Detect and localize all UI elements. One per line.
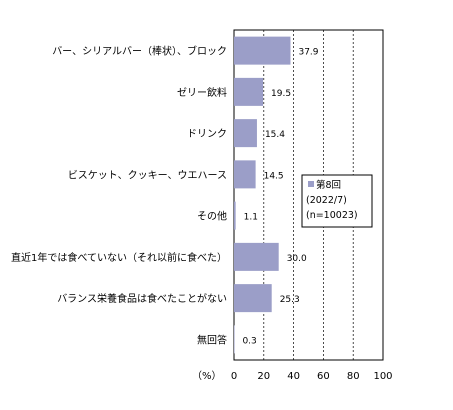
bar-7 [234,325,235,354]
category-label-1: ゼリー飲料 [177,86,227,99]
category-label-4: その他 [197,210,227,223]
value-label-5: 30.0 [287,254,307,264]
value-label-1: 19.5 [271,89,291,99]
bar-0 [234,36,291,65]
category-label-3: ビスケット、クッキー、ウエハース [68,169,227,181]
x-tick-80: 80 [347,371,360,382]
value-labels: 37.9 19.5 15.4 14.5 1.1 30.0 25.3 0.3 [242,48,318,347]
category-label-0: バー、シリアルバー（棒状）、ブロック [52,45,227,58]
category-label-5: 直近1年では食べていない（それ以前に食べた） [11,251,227,264]
value-label-2: 15.4 [265,130,285,140]
x-tick-20: 20 [257,371,270,382]
legend: 第8回 (2022/7) (n=10023) [301,174,373,228]
x-axis-label: （%） [192,370,222,382]
x-tick-100: 100 [373,371,392,382]
legend-line-1: 第8回 [316,179,341,191]
bar-5 [234,242,279,271]
value-label-4: 1.1 [244,213,258,223]
legend-line-3: (n=10023) [306,210,358,221]
x-tick-60: 60 [317,371,330,382]
x-tick-0: 0 [231,371,237,382]
category-labels: バー、シリアルバー（棒状）、ブロックゼリー飲料ドリンクビスケット、クッキー、ウエ… [11,45,227,347]
bars [234,36,291,354]
bar-1 [234,77,264,106]
category-label-2: ドリンク [187,128,227,140]
legend-swatch [308,181,314,187]
value-label-0: 37.9 [298,48,318,58]
x-tick-labels: 0 20 40 60 80 100 [231,371,393,382]
value-label-3: 14.5 [264,171,284,181]
bar-4 [234,201,236,230]
value-label-6: 25.3 [280,295,300,305]
category-label-6: バランス栄養食品は食べたことがない [57,292,227,305]
value-label-7: 0.3 [242,336,256,346]
bar-3 [234,160,256,189]
x-tick-40: 40 [287,371,300,382]
bar-6 [234,284,272,313]
category-label-7: 無回答 [197,333,227,346]
bar-2 [234,119,257,148]
legend-line-2: (2022/7) [306,195,347,206]
